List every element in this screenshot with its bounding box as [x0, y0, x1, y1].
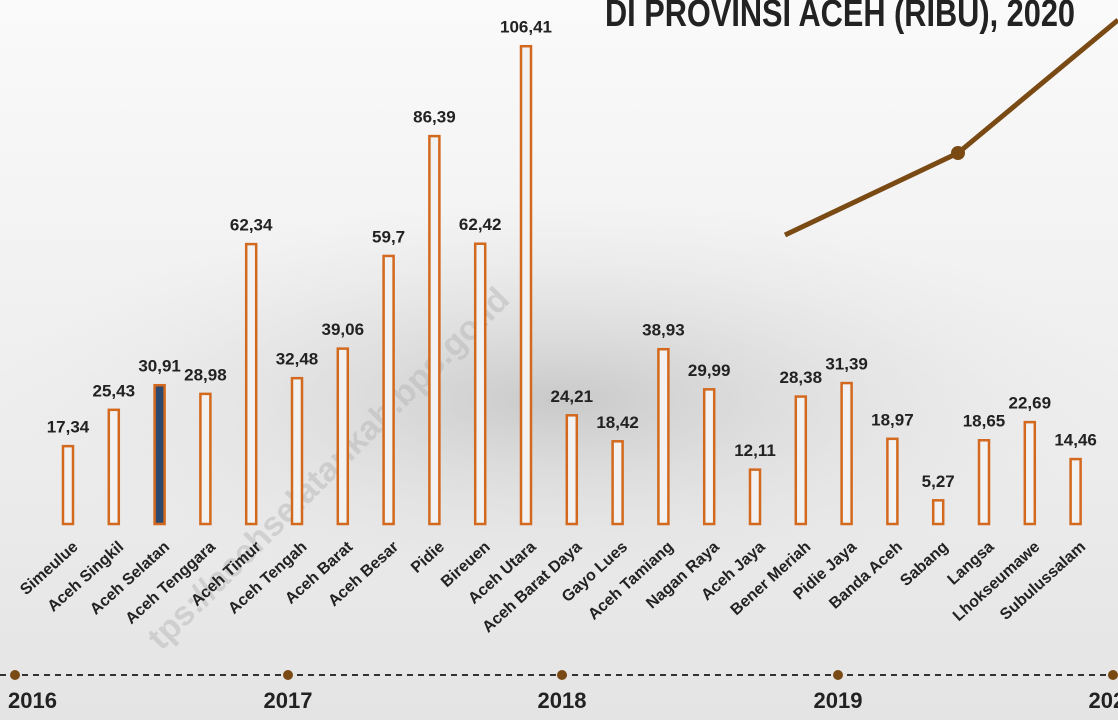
value-label: 31,39 [825, 355, 868, 374]
value-label: 86,39 [413, 108, 456, 127]
bar [611, 440, 624, 526]
value-label: 18,65 [963, 412, 1006, 431]
bar [840, 381, 853, 526]
bar [199, 392, 212, 526]
texture [0, 200, 1118, 600]
timeline-year: 2017 [264, 688, 313, 713]
bar [382, 254, 395, 526]
value-label: 59,7 [372, 227, 405, 246]
value-label: 106,41 [500, 18, 552, 37]
timeline-year: 2018 [538, 688, 587, 713]
timeline-year: 2020 [1089, 688, 1118, 713]
timeline-year: 2016 [8, 688, 57, 713]
value-label: 39,06 [322, 320, 365, 339]
bar [931, 499, 945, 526]
bar [428, 134, 441, 526]
value-label: 12,11 [734, 441, 776, 460]
value-label: 22,69 [1009, 394, 1052, 413]
timeline-dot [833, 670, 843, 680]
timeline-year: 2019 [814, 688, 863, 713]
value-label: 17,34 [47, 418, 90, 437]
bar [702, 388, 716, 526]
value-label: 25,43 [93, 381, 136, 400]
value-label: 14,46 [1054, 431, 1097, 450]
value-label: 18,42 [596, 413, 639, 432]
value-label: 28,98 [184, 365, 227, 384]
bar [519, 44, 533, 526]
value-label: 18,97 [871, 410, 914, 429]
timeline-dot [557, 670, 567, 680]
bar [886, 437, 899, 526]
bar [61, 444, 75, 526]
timeline-dot [1108, 670, 1118, 680]
bar [107, 408, 121, 526]
bar [565, 414, 579, 526]
bar [1023, 420, 1037, 526]
value-label: 5,27 [922, 472, 955, 491]
timeline-dot [283, 670, 293, 680]
bar [657, 347, 670, 526]
chart-title: DI PROVINSI ACEH (RIBU), 2020 [605, 0, 1075, 35]
bar [153, 383, 166, 526]
value-label: 30,91 [138, 357, 181, 376]
value-label: 62,34 [230, 216, 273, 235]
value-label: 62,42 [459, 215, 502, 234]
decor-dot [951, 146, 965, 160]
bar [244, 242, 258, 526]
bar [1069, 457, 1082, 526]
value-label: 32,48 [276, 350, 319, 369]
value-label: 38,93 [642, 321, 685, 340]
value-label: 29,99 [688, 361, 731, 380]
bar [290, 376, 304, 526]
timeline-dot [10, 670, 20, 680]
bar [336, 347, 350, 526]
bar [748, 468, 762, 526]
value-label: 24,21 [551, 387, 594, 406]
bar [977, 439, 991, 526]
bar [794, 395, 808, 526]
value-label: 28,38 [780, 368, 823, 387]
bar [473, 242, 487, 526]
